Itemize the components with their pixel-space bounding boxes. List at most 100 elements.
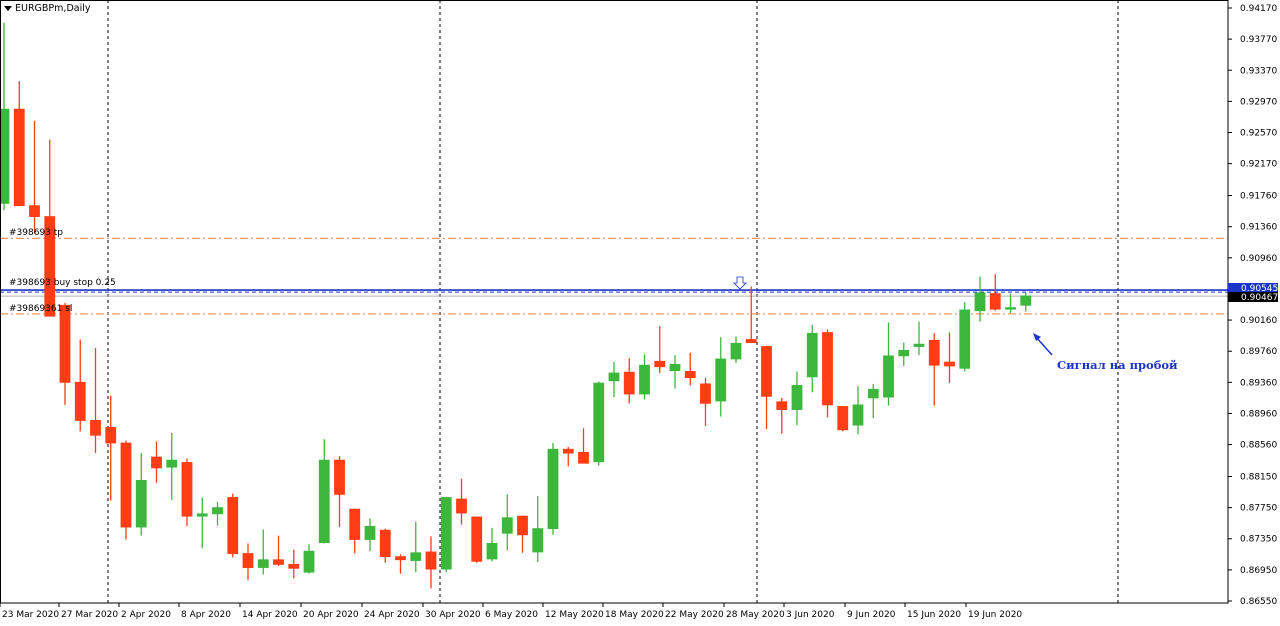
candle-body-46 [700,383,711,404]
x-tick-label-2: 2 Apr 2020 [121,610,171,620]
y-tick-label-15: 0.88560 [1240,441,1277,451]
candle-body-1 [13,108,25,207]
candle-body-8 [120,442,132,528]
chevron-down-icon[interactable] [4,6,12,11]
candle-body-44 [669,364,681,372]
candle-43 [654,326,666,373]
candle-28 [425,536,437,589]
candle-62 [944,332,955,384]
candle-body-62 [944,361,955,367]
candle-20 [303,544,315,574]
candle-body-9 [135,479,147,528]
candle-48 [730,336,742,363]
candle-body-15 [227,497,239,554]
candle-body-43 [654,360,666,368]
sl-order-label: #39869361 sl [9,304,72,314]
candle-body-25 [379,529,391,558]
candle-body-63 [959,309,971,369]
candle-0 [0,22,10,211]
x-tick-label-1: 27 Mar 2020 [61,610,118,620]
candle-body-51 [776,401,788,410]
breakout-arrow-icon [733,276,747,290]
candle-53 [806,324,818,393]
candle-1 [13,81,25,207]
candle-39 [593,381,605,466]
candle-56 [852,386,864,435]
candle-67 [1020,292,1032,312]
candle-46 [700,377,711,426]
x-tick-label-3: 8 Apr 2020 [181,610,231,620]
candle-29 [440,496,452,573]
candle-body-35 [532,528,544,553]
candle-18 [273,535,284,566]
candle-body-6 [90,420,101,436]
candle-60 [913,321,925,356]
candle-body-38 [578,451,589,464]
bid-price-tag [1228,292,1278,302]
candle-50 [761,345,772,430]
candle-body-50 [761,346,772,397]
candle-body-34 [517,515,528,536]
candle-12 [181,458,193,527]
candle-body-10 [151,456,162,469]
candle-body-53 [806,332,818,378]
candle-body-30 [456,498,467,514]
candle-26 [395,554,406,574]
candle-25 [379,528,391,563]
candle-14 [212,502,223,526]
candle-body-56 [852,404,864,426]
candle-21 [318,439,330,544]
y-tick-label-6: 0.91760 [1240,192,1277,202]
candle-body-40 [608,372,620,382]
candle-57 [867,383,879,419]
candle-body-16 [242,553,254,568]
candle-body-36 [547,448,559,530]
x-tick-label-7: 30 Apr 2020 [425,610,481,620]
candle-body-47 [715,358,727,402]
candle-body-64 [974,292,986,312]
candle-54 [822,329,833,418]
candle-body-14 [212,507,223,515]
candle-body-19 [288,564,300,569]
candle-body-60 [913,343,925,347]
y-tick-label-1: 0.93770 [1240,35,1277,45]
candle-13 [196,497,208,549]
candle-58 [883,322,894,406]
y-tick-label-16: 0.88150 [1240,472,1277,482]
candle-27 [410,521,422,573]
candle-3 [44,139,56,317]
candle-body-0 [0,108,10,204]
candle-body-4 [59,304,71,383]
candle-37 [562,446,574,467]
y-tick-label-8: 0.90960 [1240,254,1277,264]
candle-body-7 [105,427,117,444]
candle-4 [59,302,71,405]
candle-51 [776,397,788,434]
candle-22 [334,456,345,528]
x-tick-label-12: 28 May 2020 [726,610,785,620]
candles [0,22,1032,589]
candle-body-2 [29,205,40,217]
candle-65 [989,274,1001,311]
candle-41 [623,358,635,404]
grid-lines [107,0,1119,603]
candle-body-45 [684,371,696,379]
candle-body-3 [44,216,56,317]
candle-body-49 [745,339,757,344]
candle-47 [715,337,727,417]
candle-body-27 [410,552,422,561]
candle-body-59 [898,350,910,357]
candle-63 [959,302,971,372]
order-levels [0,237,1228,315]
y-tick-label-4: 0.92570 [1240,129,1277,139]
candle-body-33 [501,517,513,534]
candle-55 [837,406,849,432]
candle-9 [135,453,147,536]
candle-17 [257,529,269,575]
candle-33 [501,494,513,551]
candle-34 [517,515,528,553]
candle-body-13 [196,513,208,517]
candle-40 [608,362,620,398]
